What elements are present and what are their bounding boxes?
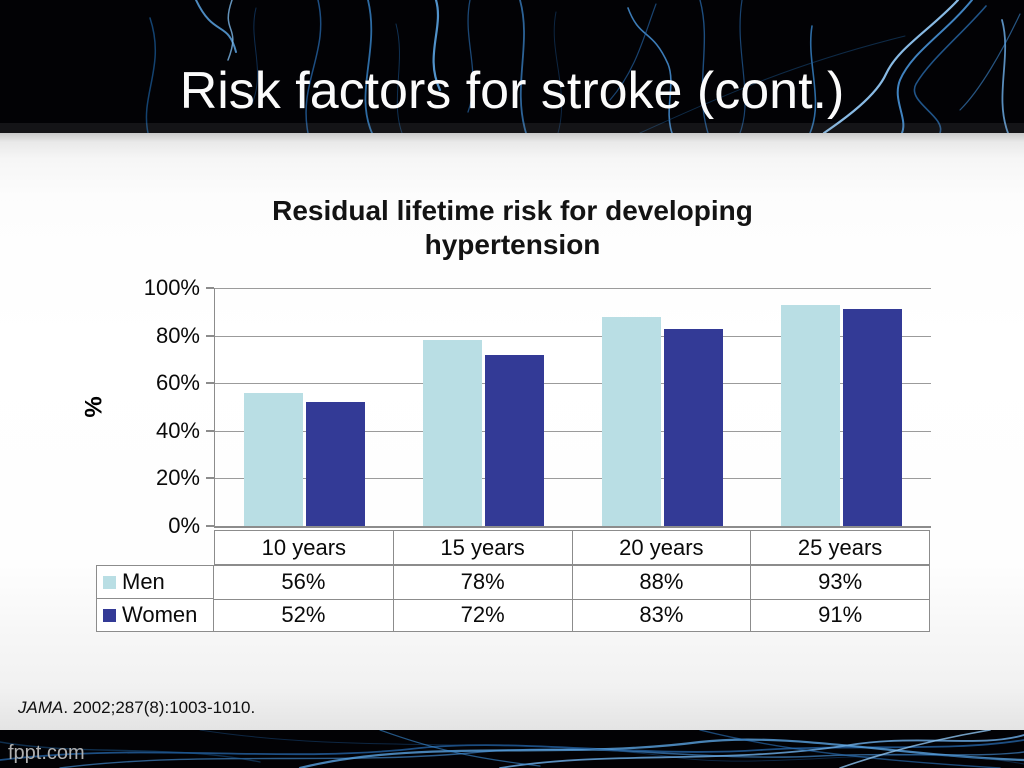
category-label-25-years: 25 years — [750, 531, 929, 564]
legend-column: Men Women — [96, 565, 214, 632]
legend-swatch-women — [103, 608, 116, 622]
bar-men-15-years — [423, 340, 482, 526]
chart-title: Residual lifetime risk for developing hy… — [95, 194, 930, 262]
y-tick-label-80: 80% — [155, 322, 200, 348]
slide-title: Risk factors for stroke (cont.) — [179, 62, 845, 120]
chart-title-line2: hypertension — [424, 229, 601, 260]
value-cell-men-25-years: 93% — [750, 566, 929, 599]
value-cell-men-20-years: 88% — [571, 566, 751, 599]
legend-row-men: Men — [97, 566, 213, 598]
y-axis-tick — [206, 287, 214, 289]
bar-men-10-years — [244, 392, 303, 526]
bar-group-10-years — [215, 288, 394, 526]
value-cell-women-15-years: 72% — [392, 598, 572, 631]
y-axis-tick-labels: 100% 80% 60% 40% 20% 0% — [95, 275, 214, 538]
y-axis-tick — [206, 334, 214, 337]
gridline-100 — [215, 288, 931, 289]
y-tick-label-40: 40% — [155, 417, 200, 443]
y-tick-label-20: 20% — [155, 465, 200, 491]
legend-swatch-men — [103, 575, 116, 589]
gridline-20 — [215, 478, 931, 480]
y-axis-tick — [206, 429, 214, 432]
data-value-table: 56% 78% 88% 93% 52% 72% 83% 91% — [213, 565, 930, 632]
x-axis-category-row: 10 years 15 years 20 years 25 years — [214, 530, 930, 565]
legend-row-women: Women — [97, 598, 213, 631]
chart-title-line1: Residual lifetime risk for developing — [272, 195, 753, 226]
category-label-15-years: 15 years — [392, 531, 572, 564]
watermark: fppt.com — [8, 742, 85, 764]
value-cell-women-10-years: 52% — [214, 598, 393, 632]
bar-men-20-years — [602, 316, 661, 526]
bar-group-20-years — [573, 288, 752, 526]
neural-lines-top-decoration — [0, 0, 1024, 133]
y-axis-tick — [206, 382, 214, 385]
title-banner: Risk factors for stroke (cont.) — [0, 0, 1024, 133]
citation: JAMA. 2002;287(8):1003-1010. — [18, 698, 255, 718]
gridline-80 — [215, 335, 931, 337]
bar-women-25-years — [843, 309, 902, 526]
value-cell-women-20-years: 83% — [571, 598, 751, 631]
gridline-40 — [215, 430, 931, 432]
y-tick-label-0: 0% — [168, 513, 200, 538]
citation-journal: JAMA — [18, 698, 64, 717]
y-axis-tick — [206, 477, 214, 480]
bar-group-25-years — [752, 288, 931, 526]
bar-women-15-years — [485, 354, 544, 526]
category-label-20-years: 20 years — [571, 531, 751, 564]
bar-group-15-years — [394, 288, 573, 526]
y-tick-label-100: 100% — [143, 275, 200, 300]
bar-men-25-years — [781, 304, 840, 526]
category-label-10-years: 10 years — [261, 534, 347, 560]
bar-women-20-years — [664, 328, 723, 526]
y-tick-label-60: 60% — [155, 370, 200, 396]
value-cell-women-25-years: 91% — [750, 598, 929, 631]
bar-women-10-years — [306, 402, 365, 526]
legend-label-women: Women — [122, 602, 198, 627]
bar-series — [215, 288, 931, 526]
footer-banner: fppt.com — [0, 730, 1024, 768]
gridline-60 — [215, 383, 931, 385]
y-axis-tick — [206, 525, 214, 527]
value-cell-men-15-years: 78% — [392, 566, 572, 599]
legend-label-men: Men — [122, 569, 165, 594]
citation-reference: . 2002;287(8):1003-1010. — [63, 698, 256, 717]
neural-lines-bottom-decoration — [0, 730, 1024, 768]
plot-area — [214, 288, 931, 528]
value-cell-men-10-years: 56% — [281, 569, 326, 595]
